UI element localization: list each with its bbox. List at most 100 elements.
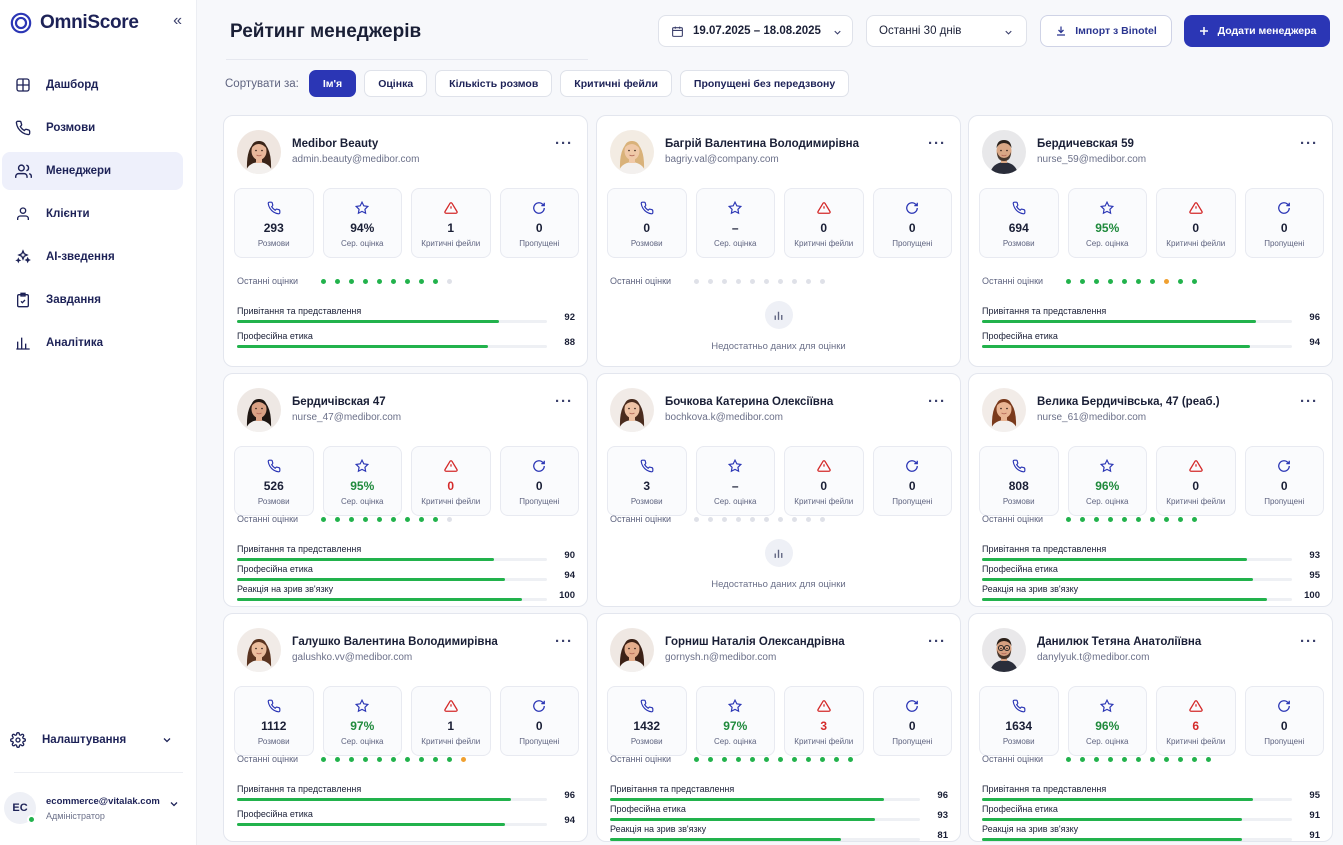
score-dot (349, 757, 354, 762)
recent-scores-label: Останні оцінки (237, 754, 299, 764)
score-dot (335, 279, 340, 284)
manager-email: nurse_47@medibor.com (292, 412, 402, 423)
no-data-text: Недостатньо даних для оцінки (711, 579, 846, 590)
score-dot (1178, 757, 1183, 762)
refresh-icon (905, 699, 919, 713)
star-icon (355, 698, 370, 713)
stats-row: 3 Розмови – Сер. оцінка 0 Критичні фейли 0 Проп… (607, 446, 952, 516)
score-dot (1192, 517, 1197, 522)
metric-label: Професійна етика (610, 804, 686, 814)
more-options-button[interactable]: ··· (1300, 135, 1318, 152)
score-dot (736, 757, 741, 762)
recent-scores-dots (1066, 757, 1211, 762)
stat-calls: 1634 Розмови (979, 686, 1059, 756)
sidebar-item-0[interactable]: Дашборд (2, 66, 183, 104)
more-options-button[interactable]: ··· (555, 393, 573, 410)
metric-value: 92 (564, 312, 575, 323)
header-divider (226, 59, 588, 60)
more-options-button[interactable]: ··· (1300, 393, 1318, 410)
alert-triangle-icon (817, 201, 831, 215)
brand[interactable]: OmniScore (10, 11, 190, 35)
more-options-button[interactable]: ··· (1300, 633, 1318, 650)
more-options-button[interactable]: ··· (928, 393, 946, 410)
sort-option-4[interactable]: Пропущені без передзвону (679, 70, 850, 97)
metric-bar (982, 558, 1292, 561)
stat-score-label: Сер. оцінка (1086, 239, 1129, 248)
sort-option-2[interactable]: Кількість розмов (435, 70, 553, 97)
manager-card[interactable]: Горниш Наталія Олександрівна gornysh.n@me… (596, 613, 961, 842)
manager-card[interactable]: Данилюк Тетяна Анатоліївна danylyuk.t@med… (968, 613, 1333, 842)
metric-bar (610, 838, 920, 841)
sidebar-item-3[interactable]: Клієнти (2, 195, 183, 233)
metric-bar (982, 578, 1292, 581)
metric-bar (237, 345, 547, 348)
user-menu[interactable]: EC ecommerce@vitalak.com Адміністратор (2, 786, 192, 830)
sidebar-item-5[interactable]: Завдання (2, 281, 183, 319)
more-options-button[interactable]: ··· (555, 633, 573, 650)
metric-bar-fill (610, 818, 876, 821)
manager-card[interactable]: Бердичівская 47 nurse_47@medibor.com ··· 52… (223, 373, 588, 607)
sort-option-0[interactable]: Ім'я (308, 70, 357, 97)
period-select[interactable]: Останні 30 днів (866, 15, 1027, 47)
metric-value: 94 (564, 570, 575, 581)
metric-label: Професійна етика (237, 564, 313, 574)
score-dot (778, 279, 783, 284)
recent-scores-label: Останні оцінки (610, 514, 672, 524)
manager-card[interactable]: Багрій Валентина Володимирівна bagriy.val… (596, 115, 961, 367)
recent-scores-label: Останні оцінки (610, 276, 672, 286)
stat-calls-label: Розмови (630, 737, 663, 746)
more-options-button[interactable]: ··· (928, 135, 946, 152)
score-dot (391, 517, 396, 522)
score-dot (722, 757, 727, 762)
score-dot (349, 279, 354, 284)
collapse-sidebar-button[interactable]: « (173, 12, 182, 29)
add-manager-button[interactable]: Додати менеджера (1184, 15, 1330, 47)
stat-score-value: 96% (1095, 479, 1120, 493)
manager-card[interactable]: Велика Бердичівська, 47 (реаб.) nurse_61@… (968, 373, 1333, 607)
sort-option-3[interactable]: Критичні фейли (560, 70, 672, 97)
sidebar-item-2[interactable]: Менеджери (2, 152, 183, 190)
stat-missed-value: 0 (1280, 719, 1288, 733)
metric-value: 95 (1309, 570, 1320, 581)
manager-card[interactable]: Галушко Валентина Володимирівна galushko.… (223, 613, 588, 842)
download-icon (1057, 26, 1066, 36)
score-dot (694, 279, 699, 284)
metric-value: 100 (559, 590, 575, 601)
more-options-button[interactable]: ··· (555, 135, 573, 152)
sidebar-item-4[interactable]: AI-зведення (2, 238, 183, 276)
stat-calls-value: 1634 (1005, 719, 1033, 733)
stat-missed-value: 0 (908, 479, 916, 493)
score-dot (806, 279, 811, 284)
stats-row: 526 Розмови 95% Сер. оцінка 0 Критичні фейли 0… (234, 446, 579, 516)
metric-label: Привітання та представлення (610, 784, 735, 794)
metric-value: 91 (1309, 810, 1320, 821)
date-range-picker[interactable]: 19.07.2025 – 18.08.2025 (658, 15, 853, 47)
import-binotel-button[interactable]: Імпорт з Binotel (1040, 15, 1172, 47)
score-dot (778, 517, 783, 522)
metric-bar-fill (237, 598, 523, 601)
phone-icon (640, 699, 654, 713)
alert-triangle-icon (817, 699, 831, 713)
stat-fails: 6 Критичні фейли (1156, 686, 1236, 756)
manager-card[interactable]: Бердичевская 59 nurse_59@medibor.com ··· 69… (968, 115, 1333, 367)
metric-bar-fill (237, 578, 506, 581)
manager-card[interactable]: Medibor Beauty admin.beauty@medibor.com ··… (223, 115, 588, 367)
no-data-text: Недостатньо даних для оцінки (711, 341, 846, 352)
stats-row: 1112 Розмови 97% Сер. оцінка 1 Критичні фейли… (234, 686, 579, 756)
manager-email: nurse_59@medibor.com (1037, 154, 1147, 165)
score-dot (1094, 517, 1099, 522)
more-options-button[interactable]: ··· (928, 633, 946, 650)
sort-bar: Сортувати за: Ім'я Оцінка Кількість розмов… (225, 70, 850, 97)
manager-name: Велика Бердичівська, 47 (реаб.) (1037, 396, 1220, 408)
sidebar-item-6[interactable]: Аналітика (2, 324, 183, 362)
settings-menu[interactable]: Налаштування (2, 722, 183, 758)
sort-option-1[interactable]: Оцінка (364, 70, 428, 97)
metric-bar (982, 320, 1292, 323)
stat-score-label: Сер. оцінка (1086, 497, 1129, 506)
sidebar-item-1[interactable]: Розмови (2, 109, 183, 147)
stat-missed: 0 Пропущені (499, 446, 579, 516)
score-dot (764, 757, 769, 762)
manager-card[interactable]: Бочкова Катерина Олексіївна bochkova.k@me… (596, 373, 961, 607)
metric-row: Професійна етика 91 (982, 804, 1322, 824)
stat-fails-label: Критичні фейли (1166, 737, 1226, 746)
